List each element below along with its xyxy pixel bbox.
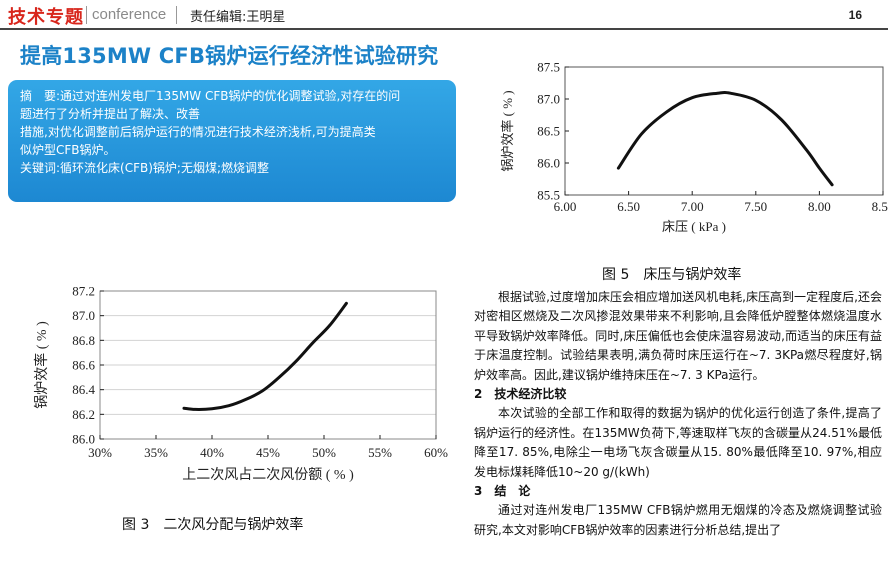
y-tick-label: 87.0 xyxy=(72,308,95,323)
figure-3-svg: 30% 35% 40% 45% 50% 55% 60% 86.0 86.2 86.4 86.6 86.… xyxy=(33,284,448,484)
x-tick-label: 50% xyxy=(312,445,336,460)
data-line xyxy=(616,91,834,187)
y-tick-label: 86.0 xyxy=(72,432,95,447)
body-paragraph: 本次试验的全部工作和取得的数据为锅炉的优化运行创造了条件,提高了锅炉运行的经济性… xyxy=(474,406,882,479)
page-number: 16 xyxy=(848,8,862,22)
x-axis-label: 上二次风占二次风份额 ( % ) xyxy=(182,467,354,483)
x-tick-label: 8.50 xyxy=(872,199,888,214)
x-tick-label: 40% xyxy=(200,445,224,460)
x-tick-label: 60% xyxy=(424,445,448,460)
y-tick-label: 86.0 xyxy=(537,156,560,171)
x-tick-label: 6.00 xyxy=(554,199,577,214)
responsible-editor: 责任编辑:王明星 xyxy=(190,10,286,25)
abstract-box: 摘 要:通过对连州发电厂135MW CFB锅炉的优化调整试验,对存在的问 题进行… xyxy=(8,80,456,202)
body-paragraph: 根据试验,过度增加床压会相应增加送风机电耗,床压高到一定程度后,还会对密相区燃烧… xyxy=(474,290,882,382)
x-tick-label: 7.00 xyxy=(681,199,704,214)
x-tick-label: 30% xyxy=(88,445,112,460)
figure-5-svg: 6.00 6.50 7.00 7.50 8.00 8.50 85.5 86.0 86.5 87.0… xyxy=(500,60,888,235)
x-tick-label: 45% xyxy=(256,445,280,460)
body-paragraph: 通过对连州发电厂135MW CFB锅炉燃用无烟煤的冷态及燃烧调整试验研究,本文对… xyxy=(474,503,882,537)
article-title: 提高135MW CFB锅炉运行经济性试验研究 xyxy=(20,44,439,68)
y-tick-label: 87.2 xyxy=(72,284,95,299)
y-tick-label: 87.5 xyxy=(537,60,560,75)
column-tagline: conference xyxy=(92,6,167,23)
y-axis-label: 锅炉效率 ( % ) xyxy=(500,90,515,171)
x-tick-label: 6.50 xyxy=(617,199,640,214)
abstract-line: 似炉型CFB锅炉。 xyxy=(20,143,116,157)
y-tick-label: 87.0 xyxy=(537,92,560,107)
y-tick-label: 86.4 xyxy=(72,382,95,397)
y-tick-label: 86.6 xyxy=(72,358,95,373)
x-tick-label: 55% xyxy=(368,445,392,460)
x-tick-label: 8.00 xyxy=(808,199,831,214)
figure-5-chart: 6.00 6.50 7.00 7.50 8.00 8.50 85.5 86.0 86.5 87.0… xyxy=(490,52,888,252)
abstract-line: 题进行了分析并提出了解决、改善 xyxy=(20,107,201,121)
figure-3-chart: 30% 35% 40% 45% 50% 55% 60% 86.0 86.2 86.4 86.6 86.… xyxy=(28,280,458,490)
x-tick-label: 35% xyxy=(144,445,168,460)
abstract-line: 措施,对优化调整前后锅炉运行的情况进行技术经济浅析,可为提高类 xyxy=(20,125,376,139)
data-line xyxy=(182,301,348,411)
y-tick-label: 86.5 xyxy=(537,124,560,139)
section-heading: 3 结 论 xyxy=(474,484,531,499)
column-logo: 技术专题 xyxy=(8,7,84,28)
x-tick-label: 7.50 xyxy=(744,199,767,214)
abstract-line: 摘 要:通过对连州发电厂135MW CFB锅炉的优化调整试验,对存在的问 xyxy=(20,89,401,103)
section-heading: 2 技术经济比较 xyxy=(474,387,567,402)
page-header: 技术专题 conference 责任编辑:王明星 16 xyxy=(0,0,888,30)
header-divider xyxy=(176,6,177,24)
y-axis-label: 锅炉效率 ( % ) xyxy=(33,321,50,409)
header-divider xyxy=(86,6,87,24)
keywords-line: 关键词:循环流化床(CFB)锅炉;无烟煤;燃烧调整 xyxy=(20,161,270,175)
y-tick-label: 85.5 xyxy=(537,188,560,203)
figure-3-caption: 图 3 二次风分配与锅炉效率 xyxy=(122,517,304,533)
y-tick-label: 86.2 xyxy=(72,407,95,422)
x-axis-label: 床压 ( kPa ) xyxy=(662,219,726,234)
figure-5-caption: 图 5 床压与锅炉效率 xyxy=(602,267,742,283)
header-rule xyxy=(0,28,888,30)
y-tick-label: 86.8 xyxy=(72,333,95,348)
plot-frame xyxy=(564,66,884,196)
article-body: 根据试验,过度增加床压会相应增加送风机电耗,床压高到一定程度后,还会对密相区燃烧… xyxy=(474,288,882,540)
